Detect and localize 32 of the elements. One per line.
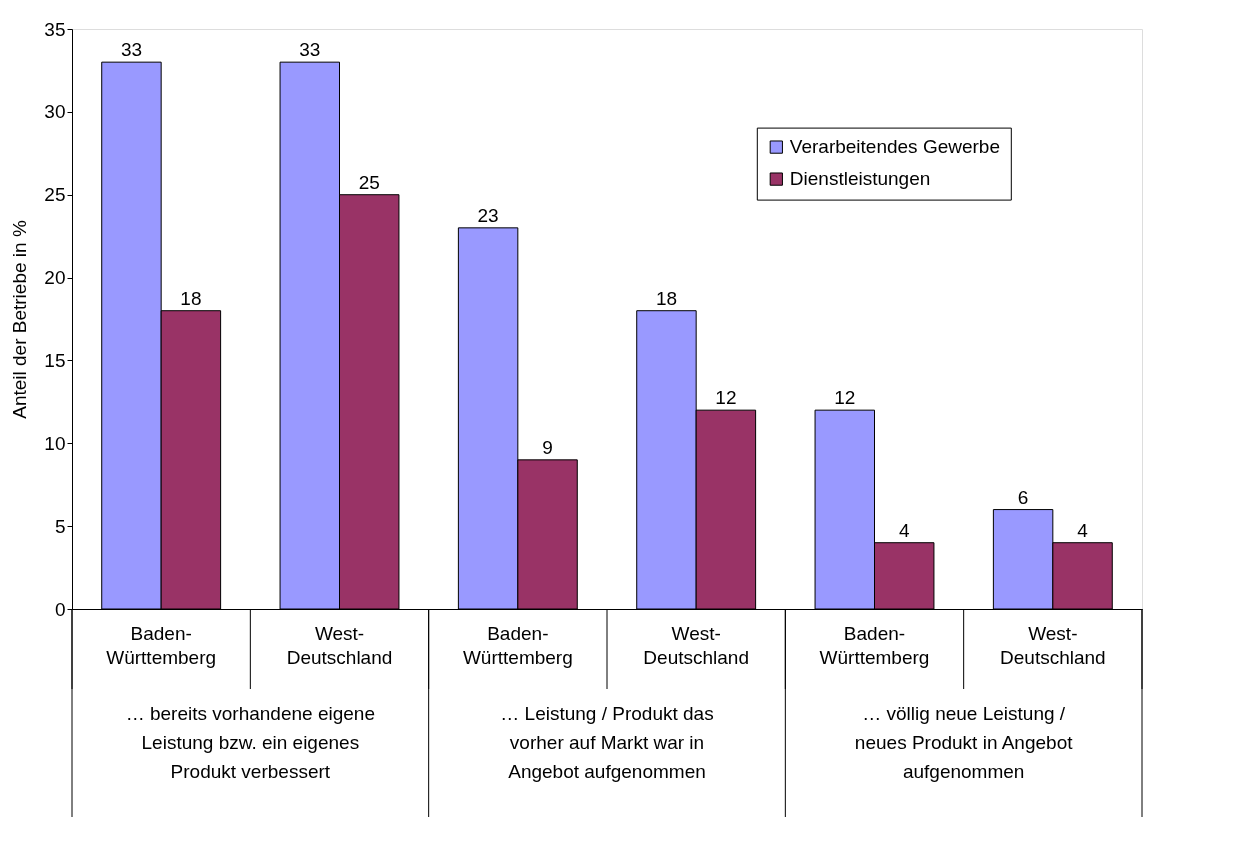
data-label: 6: [1017, 486, 1029, 508]
data-label: 33: [120, 39, 143, 61]
legend-label: Dienstleistungen: [789, 168, 931, 190]
data-label: 33: [299, 39, 321, 61]
data-label: 4: [898, 519, 910, 541]
x-tick-label: West-Deutschland: [286, 623, 393, 668]
data-label: 12: [834, 387, 856, 409]
x-tick-label: Baden-Württemberg: [819, 623, 930, 668]
y-tick-label: 25: [44, 184, 66, 206]
legend-label: Verarbeitendes Gewerbe: [789, 136, 1000, 158]
data-label: 4: [1077, 519, 1089, 541]
x-tick-label: West-Deutschland: [643, 623, 749, 668]
x-tick-label: West-Deutschland: [1000, 623, 1106, 668]
y-tick-label: 30: [44, 101, 66, 123]
data-label: 23: [477, 204, 499, 226]
data-label: 12: [715, 387, 737, 409]
y-tick-label: 35: [44, 18, 66, 40]
data-label: 9: [542, 436, 553, 458]
text: … bereits vorhandene eigene Leistung bzw. ein eigenes Produkt verbessert: [125, 703, 375, 782]
text: … völlig neue Leistung / neues Produkt in Angebot aufgenommen: [854, 703, 1074, 782]
y-tick-label: 20: [44, 267, 66, 289]
text: … Leistung / Produkt das vorher auf Markt war in Angebot aufgenommen: [500, 703, 714, 782]
y-tick-label: 0: [54, 598, 66, 620]
y-tick-label: 15: [44, 349, 66, 371]
y-tick-label: 10: [44, 432, 66, 454]
data-label: 18: [180, 287, 202, 309]
y-axis-title: Anteil der Betriebe in %: [9, 220, 31, 419]
data-label: 25: [358, 171, 380, 193]
y-tick-label: 5: [54, 515, 66, 537]
data-label: 18: [655, 287, 678, 309]
x-tick-label: Baden-Württemberg: [106, 623, 217, 668]
x-tick-label: Baden-Württemberg: [462, 623, 573, 668]
